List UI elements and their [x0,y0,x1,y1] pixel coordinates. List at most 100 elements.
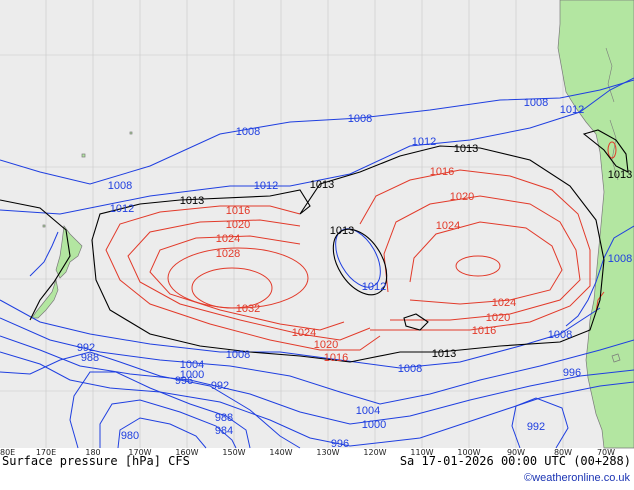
new-zealand-south [31,278,59,319]
isobar-label: 1012 [412,136,436,148]
isobar-label: 996 [563,367,581,379]
isobar-label: 1016 [226,205,250,217]
isobar-label: 1020 [450,191,474,203]
lon-label: 80E [0,448,15,457]
isobar-label: 1008 [108,180,132,192]
longitude-labels: 80E 170E 180 170W 160W 150W 140W 130W 12… [0,448,615,457]
ocean-background [0,0,634,448]
isobar-label: 1016 [472,325,496,337]
isobar-label: 1013 [330,225,354,237]
isobar-label: 1012 [254,180,278,192]
isobar-1013-main [91,145,605,363]
isobar-label: 1013 [310,179,334,191]
isobar-1004 [0,317,634,405]
forecast-datetime: Sa 17-01-2026 00:00 UTC (00+288) [399,454,631,468]
isobar-label: 996 [331,438,349,450]
isobar-988 [69,371,251,449]
credit-link[interactable]: ©weatheronline.co.uk [524,472,630,484]
isobar-label: 1020 [314,339,338,351]
island-c [42,224,46,228]
isobar-label: 992 [527,421,545,433]
isobar-1013-west [0,199,71,321]
isobar-label: 1012 [110,203,134,215]
lon-label: 90W [507,448,525,457]
lon-label: 140W [269,448,292,457]
isobar-1008-east [565,225,634,327]
isobar-label: 1013 [454,143,478,155]
lon-label: 180 [85,448,100,457]
isobar-label: 984 [215,425,233,437]
isobar-labels: 1008 1008 1008 1008 1008 1008 1008 1008 … [77,97,632,450]
isobar-1013-chile [582,129,629,173]
isobar-label: 1008 [348,113,372,125]
isobar-label: 1008 [608,253,632,265]
isobar-label: 1004 [180,359,204,371]
isobar-label: 1004 [356,405,380,417]
isobar-label: 1012 [362,281,386,293]
isobar-label: 1020 [486,312,510,324]
lon-label: 80W [554,448,572,457]
isobar-label: 1013 [180,195,204,207]
lon-label: 110W [410,448,433,457]
isobar-992-east-low [511,397,569,449]
isobar-label: 988 [81,352,99,364]
isobar-label: 1024 [292,327,316,339]
isobar-1016-andes [595,291,605,313]
isobar-label: 1008 [524,97,548,109]
falkland-islands [611,353,621,363]
isobar-1016-small [607,141,617,159]
isobar-984 [99,399,237,449]
island-a [81,153,86,158]
map-caption: Surface pressure [hPa] CFS [2,454,190,468]
isobar-1020-east [383,195,581,321]
isobar-996 [0,351,634,447]
isobar-label: 988 [215,412,233,424]
isobar-1024-west [149,235,345,331]
isobar-label: 1024 [436,220,460,232]
isobar-1016-east [359,169,591,331]
isobar-1024-core [455,255,501,277]
isobar-label: 1016 [430,166,454,178]
isobar-label: 1012 [560,104,584,116]
lon-label: 170W [128,448,151,457]
isobar-label: 1000 [180,369,204,381]
high-isobars [105,141,617,351]
isobar-label: 1008 [236,126,260,138]
isobar-1008-north [0,79,634,185]
lon-label: 100W [457,448,480,457]
lon-label: 120W [363,448,386,457]
isobar-label: 1013 [608,169,632,181]
isobar-label: 996 [175,375,193,387]
isobar-label: 1008 [398,363,422,375]
isobar-label: 992 [211,380,229,392]
isobar-1020-west [127,219,371,341]
isobar-label: 1020 [226,219,250,231]
isobar-980 [117,417,207,449]
isobar-label: 1008 [226,349,250,361]
lon-label: 170E [36,448,56,457]
reference-isobars [0,129,629,363]
isobar-label: 1024 [492,297,516,309]
south-america [557,0,634,449]
isobar-1032 [191,267,273,309]
lon-label: 130W [316,448,339,457]
isobar-1013-small-loop [403,313,429,331]
isobar-992 [0,351,301,449]
lon-label: 160W [175,448,198,457]
isobar-1024-east [409,221,563,305]
isobar-1016-west [105,205,381,351]
isobar-label: 1000 [362,419,386,431]
isobar-label: 1032 [236,303,260,315]
isobar-label: 1008 [548,329,572,341]
isobar-1012-west [29,231,59,277]
isobar-1013-inner [332,228,388,296]
isobar-label: 1024 [216,233,240,245]
isobar-label: 1028 [216,248,240,260]
isobar-1000 [0,335,634,425]
isobar-1012-north [0,77,634,215]
isobar-label: 992 [77,342,95,354]
country-borders [605,47,619,181]
isobar-label: 980 [121,430,139,442]
isobar-label: 1013 [432,348,456,360]
